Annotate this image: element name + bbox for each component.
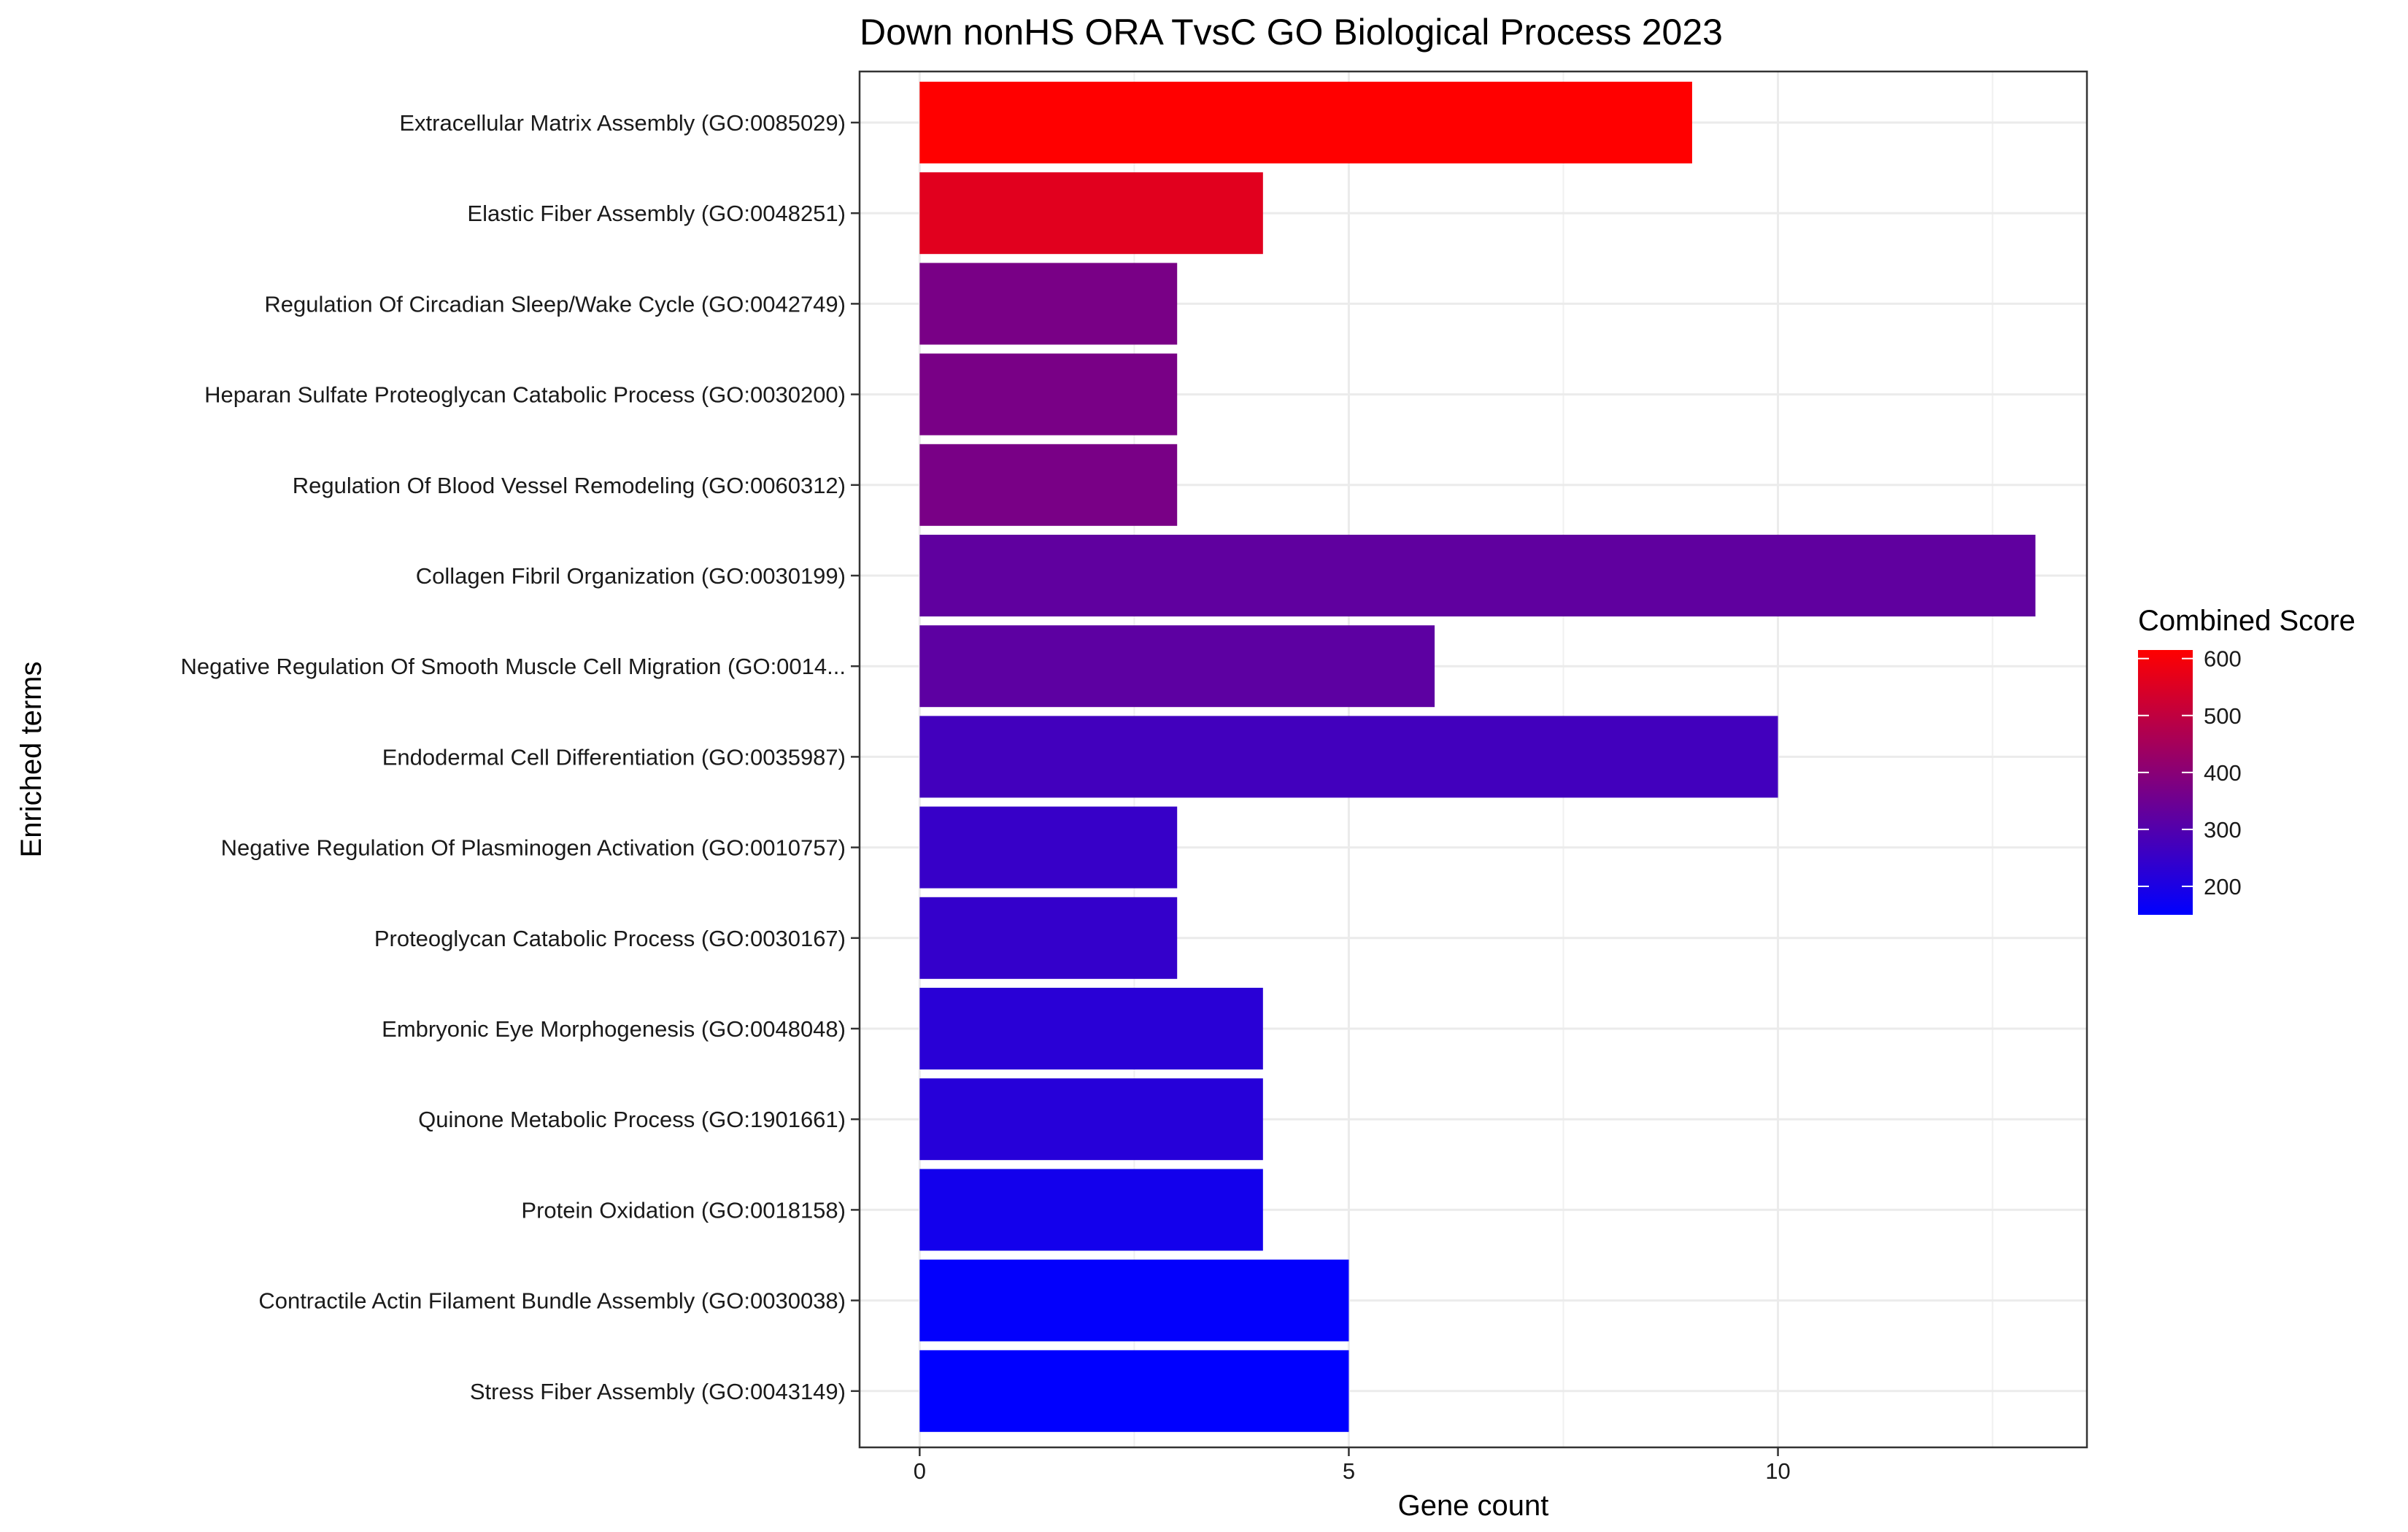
bar [919,82,1692,163]
y-tick-label: Proteoglycan Catabolic Process (GO:00301… [374,926,846,951]
bar [919,716,1778,798]
legend-colorbar [2138,650,2193,915]
y-tick-label: Embryonic Eye Morphogenesis (GO:0048048) [382,1016,846,1042]
y-tick-label: Regulation Of Circadian Sleep/Wake Cycle… [264,291,846,317]
y-tick-label: Endodermal Cell Differentiation (GO:0035… [382,744,846,770]
y-tick-label: Collagen Fibril Organization (GO:0030199… [416,563,846,589]
x-axis: 0 5 10 [914,1447,1791,1484]
legend-ticks: 600 500 400 300 200 [2138,646,2242,900]
bar [919,1259,1349,1342]
bar [919,535,2036,616]
y-tick-label: Contractile Actin Filament Bundle Assemb… [258,1288,846,1314]
bar [919,263,1178,345]
bar [919,353,1178,436]
y-tick-label: Stress Fiber Assembly (GO:0043149) [470,1379,846,1404]
y-tick-label: Heparan Sulfate Proteoglycan Catabolic P… [204,382,846,408]
plot-border [858,70,2088,1449]
bar [919,1078,1263,1161]
bar [919,444,1178,526]
bar [919,172,1263,255]
bar [919,897,1178,979]
legend-tick-label: 500 [2204,703,2242,729]
x-tick-label: 10 [1765,1458,1790,1484]
legend-title: Combined Score [2138,605,2355,637]
y-tick-label: Quinone Metabolic Process (GO:1901661) [418,1107,846,1132]
x-tick-label: 5 [1343,1458,1355,1484]
legend: Combined Score 600 500 400 300 200 [2138,605,2355,915]
legend-tick-label: 200 [2204,874,2242,900]
legend-tick-label: 300 [2204,817,2242,843]
bar [919,625,1435,708]
bars [919,82,2036,1432]
bar [919,988,1263,1069]
y-tick-label: Negative Regulation Of Plasminogen Activ… [221,835,846,861]
y-axis: Extracellular Matrix Assembly (GO:008502… [181,110,860,1404]
x-axis-title: Gene count [1398,1490,1549,1522]
chart-title: Down nonHS ORA TvsC GO Biological Proces… [860,12,1723,53]
y-tick-label: Extracellular Matrix Assembly (GO:008502… [399,110,846,136]
y-tick-label: Protein Oxidation (GO:0018158) [521,1197,846,1223]
y-axis-title: Enriched terms [15,662,47,858]
y-tick-label: Elastic Fiber Assembly (GO:0048251) [467,201,846,226]
y-tick-label: Negative Regulation Of Smooth Muscle Cel… [181,654,846,679]
legend-tick-label: 400 [2204,760,2242,786]
legend-tick-label: 600 [2204,646,2242,672]
bar [919,1169,1263,1251]
bar [919,806,1178,889]
y-tick-label: Regulation Of Blood Vessel Remodeling (G… [293,473,846,498]
x-tick-label: 0 [914,1458,926,1484]
bar [919,1350,1349,1432]
